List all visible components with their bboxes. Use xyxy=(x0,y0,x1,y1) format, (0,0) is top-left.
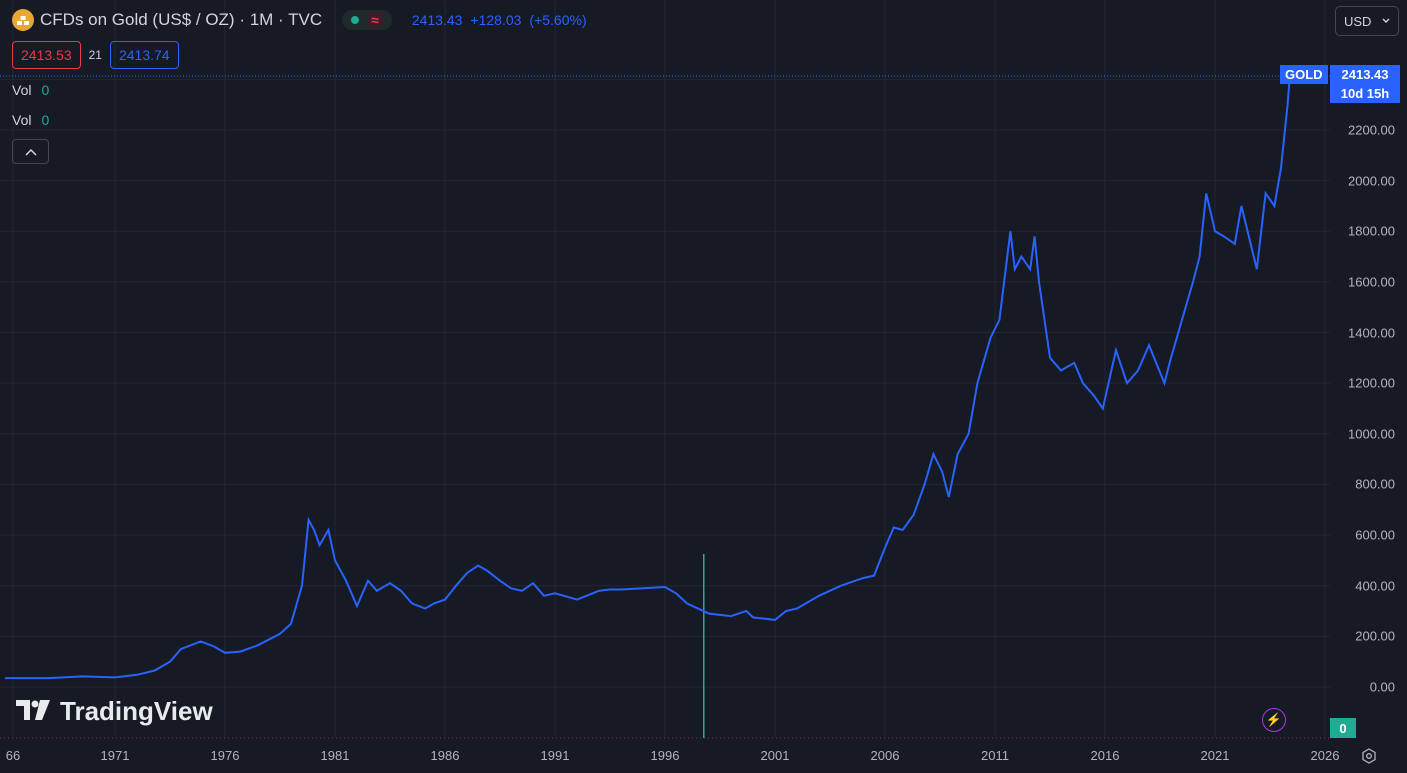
buy-button[interactable]: 2413.74 xyxy=(109,41,179,69)
gold-price-line xyxy=(5,75,1291,680)
price-tick-label: 1600.00 xyxy=(1348,274,1395,290)
time-tick-label: 1971 xyxy=(100,748,130,763)
time-tick-label: 1976 xyxy=(210,748,240,763)
currency-select[interactable]: USD xyxy=(1335,6,1399,36)
time-tick-label: 66 xyxy=(5,748,21,763)
gold-bars-icon xyxy=(12,9,34,31)
chevron-down-icon xyxy=(1382,18,1390,23)
quote-summary: 2413.43 +128.03 (+5.60%) xyxy=(412,12,587,28)
time-tick-label: 1991 xyxy=(540,748,570,763)
indicator-legend-vol-2[interactable]: Vol 0 xyxy=(12,112,49,128)
tradingview-watermark: TradingView xyxy=(16,696,213,727)
price-tick-label: 1000.00 xyxy=(1348,426,1395,442)
indicator-label: Vol xyxy=(12,112,32,128)
spread-value: 21 xyxy=(88,48,102,62)
indicator-legend-vol-1[interactable]: Vol 0 xyxy=(12,82,49,98)
price-tick-label: 1200.00 xyxy=(1348,375,1395,391)
price-change-pct: (+5.60%) xyxy=(529,12,587,28)
last-price: 2413.43 xyxy=(411,12,463,28)
time-tick-label: 2006 xyxy=(870,748,900,763)
currency-label: USD xyxy=(1344,13,1372,29)
tradingview-logo-icon xyxy=(16,696,52,727)
symbol-header[interactable]: CFDs on Gold (US$ / OZ) · 1M · TVC ≈ 241… xyxy=(12,8,587,32)
market-open-dot-icon xyxy=(351,16,360,24)
last-price-value: 2413.43 xyxy=(1341,67,1389,82)
symbol-title[interactable]: CFDs on Gold (US$ / OZ) · 1M · TVC xyxy=(40,10,323,29)
price-tick-label: 800.00 xyxy=(1355,476,1395,492)
price-change: +128.03 xyxy=(470,12,522,28)
delayed-data-icon: ≈ xyxy=(367,12,383,28)
price-tick-label: 1800.00 xyxy=(1348,223,1395,239)
price-tick-label: 400.00 xyxy=(1355,578,1395,594)
price-tick-label: 2000.00 xyxy=(1348,173,1395,189)
price-tick-label: 600.00 xyxy=(1355,527,1395,543)
volume-axis-label: 0 xyxy=(1330,718,1356,738)
price-tick-label: 2200.00 xyxy=(1348,122,1395,138)
bar-countdown: 10d 15h xyxy=(1340,86,1390,101)
time-tick-label: 2001 xyxy=(760,748,790,763)
sell-button[interactable]: 2413.53 xyxy=(12,41,81,69)
chart-settings-icon[interactable] xyxy=(1360,747,1378,765)
time-tick-label: 2021 xyxy=(1200,748,1230,763)
time-tick-label: 1996 xyxy=(650,748,680,763)
indicator-value: 0 xyxy=(41,112,50,128)
collapse-legend-button[interactable] xyxy=(12,139,49,164)
volume-bars xyxy=(703,554,705,738)
symbol-price-label: GOLD xyxy=(1280,65,1328,84)
buy-sell-panel: 2413.53 21 2413.74 xyxy=(12,41,179,69)
watermark-text: TradingView xyxy=(60,696,213,726)
price-tick-label: 200.00 xyxy=(1355,628,1395,644)
lightning-icon[interactable]: ⚡ xyxy=(1262,708,1286,732)
time-tick-label: 2016 xyxy=(1090,748,1120,763)
time-tick-label: 1981 xyxy=(320,748,350,763)
time-tick-label: 2011 xyxy=(981,748,1009,763)
chart-grid xyxy=(0,0,1330,738)
price-tick-label: 1400.00 xyxy=(1348,325,1395,341)
time-tick-label: 1986 xyxy=(430,748,460,763)
price-tick-label: 0.00 xyxy=(1369,679,1395,695)
market-status[interactable]: ≈ xyxy=(342,10,392,30)
indicator-label: Vol xyxy=(12,82,32,98)
time-tick-label: 2026 xyxy=(1310,748,1340,763)
indicator-value: 0 xyxy=(41,82,50,98)
volume-bar xyxy=(703,554,705,738)
chevron-up-icon xyxy=(24,148,37,156)
last-price-label: 2413.43 10d 15h xyxy=(1330,65,1400,103)
